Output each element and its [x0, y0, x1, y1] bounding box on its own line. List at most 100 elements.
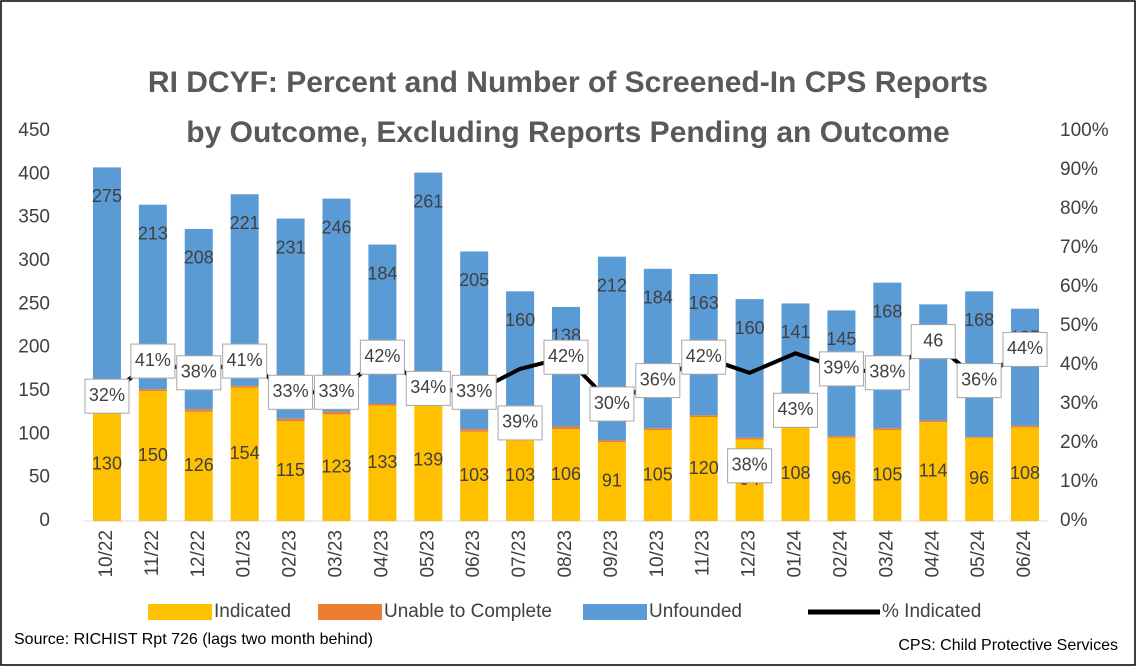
x-tick-label: 07/23 — [509, 530, 530, 578]
bar-segment — [368, 405, 397, 521]
line-value-label: 33% — [273, 381, 309, 401]
y-tick-label: 350 — [18, 207, 50, 228]
data-callout — [130, 343, 176, 379]
y2-tick-label: 50% — [1060, 315, 1098, 336]
bar-segment — [873, 428, 902, 430]
chart-title: RI DCYF: Percent and Number of Screened-… — [148, 66, 988, 99]
bar-segment — [919, 304, 948, 421]
bar-value-label: 184 — [643, 288, 673, 308]
bar-value-label: 133 — [367, 452, 397, 472]
line-value-label: 33% — [318, 381, 354, 401]
bar-value-label: 114 — [919, 460, 948, 480]
data-callout — [864, 355, 910, 391]
y2-tick-label: 80% — [1060, 198, 1098, 219]
x-tick-label: 06/24 — [1014, 530, 1035, 578]
y-tick-label: 300 — [18, 250, 50, 271]
line-value-label: 36% — [640, 369, 676, 389]
bar-segment — [643, 268, 672, 429]
legend-label: Unfounded — [649, 601, 742, 622]
x-tick-label: 02/23 — [280, 530, 301, 578]
x-tick-label: 05/24 — [968, 530, 989, 578]
bar-segment — [1011, 425, 1040, 428]
y-tick-label: 150 — [18, 380, 50, 401]
bar-value-label: 246 — [321, 217, 351, 237]
bar-segment — [414, 172, 443, 399]
bar-value-label: 168 — [872, 301, 902, 321]
bar-value-label: 96 — [969, 468, 989, 488]
bar-segment — [92, 167, 121, 406]
x-tick-label: 12/22 — [188, 530, 209, 578]
y-tick-label: 100 — [18, 423, 50, 444]
data-callout — [589, 386, 635, 422]
x-tick-label: 01/23 — [234, 530, 255, 578]
bar-value-label: 105 — [872, 464, 902, 484]
x-tick-label: 11/22 — [142, 530, 163, 576]
bar-value-label: 103 — [505, 465, 535, 485]
data-callout — [543, 339, 589, 375]
data-callout — [405, 370, 451, 406]
data-callout — [773, 392, 819, 428]
y-tick-label: 250 — [18, 293, 50, 314]
bar-value-label: 126 — [184, 455, 214, 475]
data-callout — [497, 405, 543, 441]
data-callout — [681, 339, 727, 375]
x-tick-label: 04/23 — [371, 530, 392, 578]
bar-segment — [1011, 427, 1040, 521]
y2-tick-label: 20% — [1060, 432, 1098, 453]
source-note: Source: RICHIST Rpt 726 (lags two month … — [14, 631, 373, 648]
bar-value-label: 141 — [781, 322, 811, 342]
bar-segment — [689, 415, 718, 417]
y-tick-label: 400 — [18, 163, 50, 184]
legend-swatch — [148, 604, 212, 620]
bar-segment — [460, 431, 489, 521]
y2-tick-label: 70% — [1060, 237, 1098, 258]
bar-value-label: 139 — [413, 450, 443, 470]
data-callout — [313, 374, 359, 410]
data-callout — [956, 363, 1002, 399]
bar-segment — [92, 408, 121, 521]
bar-segment — [919, 420, 948, 423]
data-callout — [268, 374, 314, 410]
y2-tick-label: 0% — [1060, 510, 1088, 531]
bar-value-label: 160 — [735, 318, 765, 338]
bar-segment — [689, 417, 718, 521]
line-value-label: 42% — [686, 346, 722, 366]
bar-segment — [414, 400, 443, 521]
bar-segment — [276, 418, 305, 422]
line-value-label: 41% — [135, 350, 171, 370]
bar-segment — [368, 404, 397, 406]
x-tick-label: 10/23 — [647, 530, 668, 578]
bar-value-label: 261 — [413, 191, 443, 211]
bar-segment — [276, 421, 305, 521]
bar-value-label: 145 — [826, 329, 856, 349]
line-value-label: 38% — [181, 362, 217, 382]
bar-value-label: 213 — [138, 223, 168, 243]
bar-segment — [827, 436, 856, 438]
x-tick-label: 04/24 — [922, 530, 943, 578]
legend-label: % Indicated — [882, 601, 981, 622]
bar-segment — [230, 385, 259, 388]
bar-segment — [827, 437, 856, 521]
x-tick-label: 02/24 — [830, 530, 851, 578]
data-callout — [222, 343, 268, 379]
bar-segment — [184, 411, 213, 521]
bar-value-label: 130 — [92, 453, 122, 473]
bar-segment — [230, 387, 259, 521]
chart-title: by Outcome, Excluding Reports Pending an… — [186, 116, 949, 149]
bar-value-label: 108 — [1010, 463, 1040, 483]
bar-value-label: 168 — [964, 310, 994, 330]
bar-value-label: 221 — [230, 213, 260, 233]
legend-swatch — [318, 604, 382, 620]
line-value-label: 38% — [869, 362, 905, 382]
y2-tick-label: 10% — [1060, 471, 1098, 492]
y2-tick-label: 60% — [1060, 276, 1098, 297]
bar-value-label: 205 — [459, 270, 489, 290]
legend-swatch — [583, 604, 647, 620]
bar-value-label: 106 — [551, 464, 581, 484]
bar-segment — [184, 409, 213, 412]
bar-segment — [643, 428, 672, 430]
bar-value-label: 208 — [184, 248, 214, 268]
bar-segment — [919, 422, 948, 521]
bar-segment — [597, 440, 626, 443]
